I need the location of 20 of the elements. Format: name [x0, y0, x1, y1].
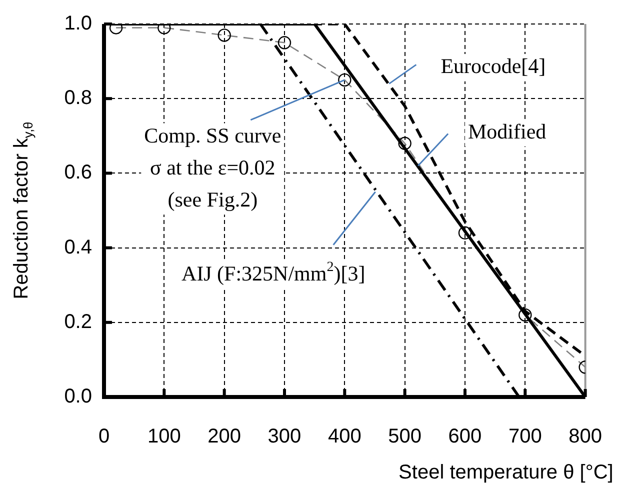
- x-tick-label: 0: [98, 426, 110, 448]
- y-tick-label: 0.6: [64, 162, 92, 184]
- annotation: Comp. SS curve σ at the ε=0.02 (see Fig.2): [144, 123, 282, 212]
- y-axis-title: Reduction factor ky,θ: [10, 122, 36, 300]
- x-axis-title: Steel temperature θ [°C]: [398, 462, 614, 484]
- x-tick-label: 600: [448, 426, 482, 448]
- x-tick-label: 700: [508, 426, 542, 448]
- x-tick-label: 100: [147, 426, 181, 448]
- x-tick-label: 500: [388, 426, 422, 448]
- x-tick-label: 800: [568, 426, 602, 448]
- y-tick-label: 1.0: [64, 12, 92, 35]
- y-tick-label: 0.4: [64, 236, 92, 258]
- x-tick-label: 300: [268, 426, 302, 448]
- y-tick-label: 0.2: [64, 310, 92, 333]
- annotation: Eurocode[4]: [440, 54, 546, 78]
- x-tick-label: 400: [328, 426, 362, 448]
- y-tick-label: 0.8: [64, 87, 92, 110]
- annotation: Modified: [468, 119, 547, 144]
- x-tick-label: 200: [208, 426, 242, 448]
- y-tick-label: 0.0: [64, 386, 92, 408]
